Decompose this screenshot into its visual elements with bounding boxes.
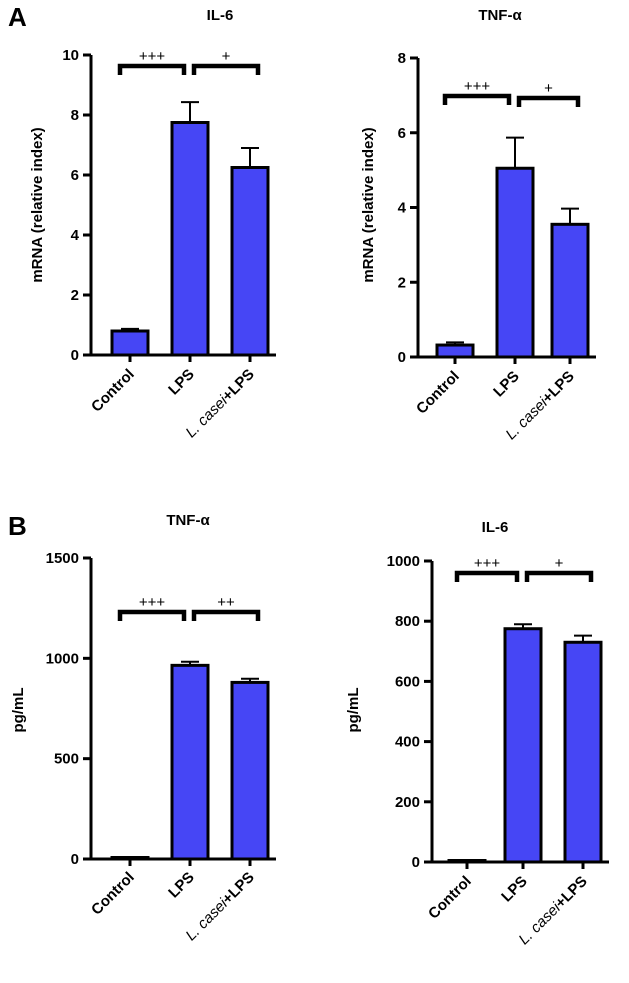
y-tick-label: 0 <box>412 854 420 871</box>
y-tick-label: 8 <box>398 50 406 67</box>
x-tick-label: LPS <box>490 368 523 401</box>
y-tick-label: 600 <box>395 673 420 690</box>
bar <box>230 166 270 357</box>
y-tick-label: 6 <box>71 167 79 184</box>
y-tick-label: 400 <box>395 734 420 751</box>
y-tick-label: 1000 <box>46 650 79 667</box>
x-tick-label: LPS <box>165 869 198 902</box>
x-tick-label: Control <box>425 873 475 923</box>
chart-a-il6: IL-6 mRNA (relative index) 0 2 4 6 8 10 Contro… <box>29 7 276 441</box>
bar <box>170 663 210 861</box>
y-tick-label: 8 <box>71 107 79 124</box>
x-tick-label: LPS <box>165 366 198 399</box>
significance-label: + <box>222 48 231 65</box>
chart-title: IL-6 <box>207 7 234 24</box>
significance-bracket <box>524 570 594 582</box>
y-tick-label: 0 <box>398 349 406 366</box>
significance-bracket <box>454 570 520 582</box>
significance-bracket <box>442 93 512 105</box>
chart-a-tnf: TNF-α mRNA (relative index) 0 2 4 6 8 Control… <box>360 7 596 443</box>
panel-letter-a: A <box>8 2 27 32</box>
x-tick-label: Control <box>413 368 463 418</box>
bar <box>503 627 543 864</box>
significance-label: +++ <box>139 48 166 65</box>
significance-bracket <box>516 95 581 107</box>
significance-label: +++ <box>474 555 501 572</box>
y-tick-label: 0 <box>71 851 79 868</box>
significance-bracket <box>191 63 261 75</box>
bar <box>230 680 270 861</box>
significance-label: ++ <box>217 594 235 611</box>
y-axis-label: mRNA (relative index) <box>29 127 46 282</box>
bar <box>110 329 150 357</box>
chart-title: IL-6 <box>482 519 509 536</box>
y-tick-label: 2 <box>398 274 406 291</box>
significance-label: +++ <box>139 594 166 611</box>
significance-label: + <box>544 80 553 97</box>
chart-title: TNF-α <box>166 512 210 529</box>
significance-label: + <box>555 555 564 572</box>
bar <box>563 640 603 864</box>
chart-title: TNF-α <box>478 7 522 24</box>
y-axis-label: pg/mL <box>10 688 27 733</box>
y-axis-label: mRNA (relative index) <box>360 127 377 282</box>
x-tick-label: Control <box>88 366 138 416</box>
y-tick-label: 6 <box>398 125 406 142</box>
y-tick-label: 1000 <box>387 553 420 570</box>
bar <box>170 121 210 357</box>
panel-letter-b: B <box>8 511 27 541</box>
y-tick-label: 800 <box>395 613 420 630</box>
y-tick-label: 4 <box>71 227 80 244</box>
y-tick-label: 10 <box>62 47 79 64</box>
y-axis-label: pg/mL <box>345 688 362 733</box>
bar <box>495 166 535 359</box>
bar <box>550 222 590 359</box>
y-tick-label: 2 <box>71 287 79 304</box>
bar <box>435 343 475 359</box>
y-tick-label: 1500 <box>46 550 79 567</box>
y-tick-label: 0 <box>71 347 79 364</box>
y-tick-label: 200 <box>395 794 420 811</box>
significance-bracket <box>117 609 187 621</box>
significance-bracket <box>117 63 187 75</box>
significance-label: +++ <box>464 78 491 95</box>
x-tick-label: Control <box>88 869 138 919</box>
y-tick-label: 4 <box>398 200 407 217</box>
x-tick-label: LPS <box>498 873 531 906</box>
significance-bracket <box>191 609 261 621</box>
y-tick-label: 500 <box>54 751 79 768</box>
